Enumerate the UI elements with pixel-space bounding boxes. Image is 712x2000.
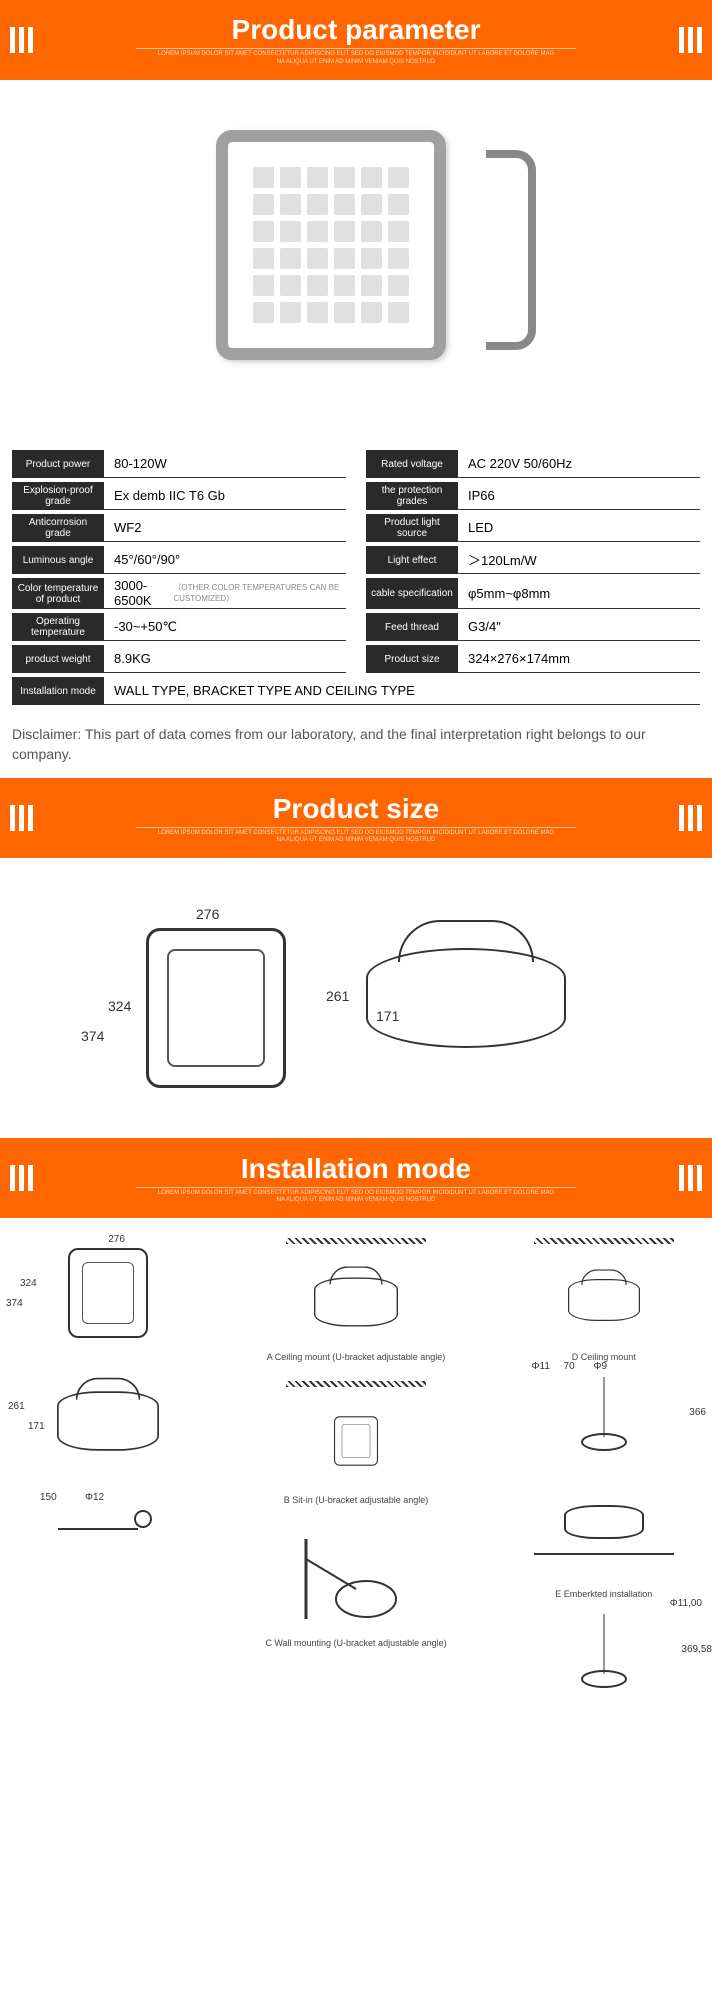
inst-e-embedded: E Emberkted installation Φ11,00 369,58 — [506, 1475, 702, 1694]
spec-voltage: Rated voltageAC 220V 50/60Hz — [366, 450, 700, 478]
spec-protection: the protection gradesIP66 — [366, 482, 700, 510]
spec-source: Product light sourceLED — [366, 514, 700, 542]
inst-c-wall: C Wall mounting (U-bracket adjustable an… — [218, 1524, 493, 1649]
spec-cable: cable specificationφ5mm~φ8mm — [366, 578, 700, 609]
spec-installmode: Installation modeWALL TYPE, BRACKET TYPE… — [12, 677, 700, 705]
inst-b-sitin: B Sit-in (U-bracket adjustable angle) — [218, 1381, 493, 1506]
spec-table: Product power80-120W Rated voltageAC 220… — [0, 440, 712, 719]
product-image — [0, 80, 712, 440]
led-grid — [253, 167, 409, 323]
spec-weight: product weight8.9KG — [12, 645, 346, 673]
banner-title-size: Product size — [273, 793, 439, 825]
spec-optemp: Operating temperature-30~+50℃ — [12, 613, 346, 641]
banner-bars-left — [10, 27, 33, 53]
banner-install: Installation mode LOREM IPSUM DOLOR SIT … — [0, 1138, 712, 1218]
spec-colortemp: Color temperature of product3000-6500K（O… — [12, 578, 346, 609]
led-bracket — [486, 150, 536, 350]
banner-size: Product size LOREM IPSUM DOLOR SIT AMET … — [0, 778, 712, 858]
dim-side-view: 261 171 — [316, 898, 596, 1098]
spec-anticorr: Anticorrosion gradeWF2 — [12, 514, 346, 542]
inst-col1-base: 150 Φ12 — [10, 1494, 206, 1544]
install-diagrams: 276 324 374 261 171 150 Φ12 — [0, 1218, 712, 1714]
disclaimer-text: Disclaimer: This part of data comes from… — [0, 719, 712, 778]
spec-angle: Luminous angle45°/60°/90° — [12, 546, 346, 574]
banner-parameter: Product parameter LOREM IPSUM DOLOR SIT … — [0, 0, 712, 80]
banner-bars-right — [679, 27, 702, 53]
spec-psize: Product size324×276×174mm — [366, 645, 700, 673]
banner-title-parameter: Product parameter — [232, 14, 481, 46]
inst-col1-front: 276 324 374 — [10, 1238, 206, 1348]
inst-col1-side: 261 171 — [10, 1366, 206, 1476]
spec-power: Product power80-120W — [12, 450, 346, 478]
banner-title-install: Installation mode — [241, 1153, 471, 1185]
spec-effect: Light effect＞120Lm/W — [366, 546, 700, 574]
spec-explosion: Explosion-proof gradeEx demb IIC T6 Gb — [12, 482, 346, 510]
inst-d-ceiling: D Ceiling mount Φ11 70 Φ9 366 — [506, 1238, 702, 1457]
inst-a-ceiling: A Ceiling mount (U-bracket adjustable an… — [218, 1238, 493, 1363]
banner-subtitle: LOREM IPSUM DOLOR SIT AMET CONSECTETUR A… — [136, 51, 576, 65]
size-diagrams: 276 324 374 261 171 — [0, 858, 712, 1138]
dim-front-view: 276 324 374 — [116, 898, 286, 1098]
spec-thread: Feed threadG3/4″ — [366, 613, 700, 641]
